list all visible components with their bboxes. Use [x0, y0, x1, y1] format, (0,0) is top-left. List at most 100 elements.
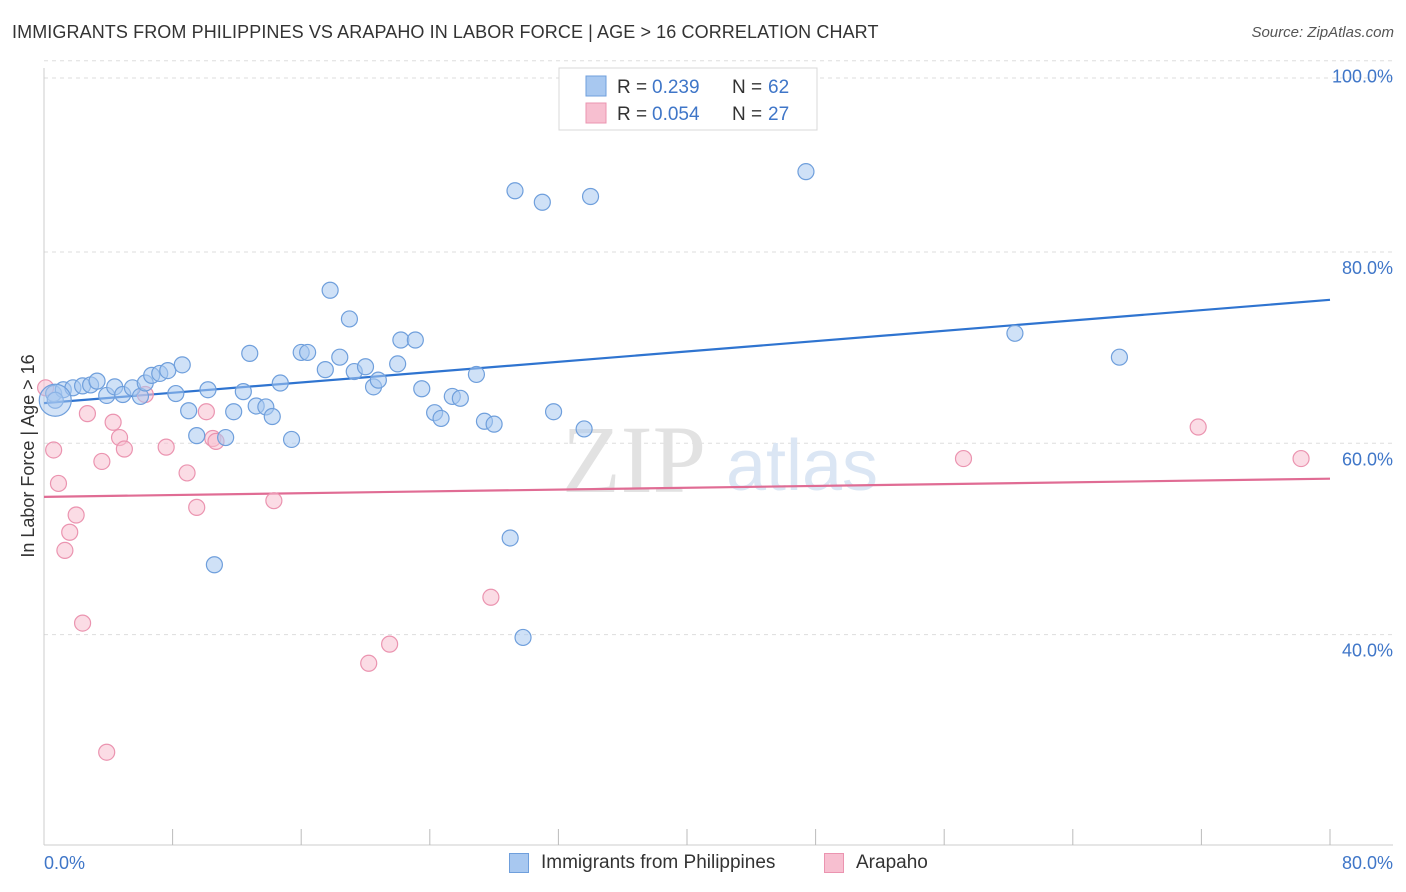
point-philippines — [451, 389, 469, 407]
point-arapaho — [265, 492, 283, 510]
point-arapaho — [360, 654, 378, 672]
legend-r-label-1: R = — [617, 77, 647, 98]
point-philippines — [234, 383, 252, 401]
point-arapaho — [67, 506, 85, 524]
point-arapaho — [482, 588, 500, 606]
point-philippines — [340, 310, 359, 328]
points-arapaho — [37, 379, 1310, 761]
x-tick-label-max: 80.0% — [1342, 853, 1393, 873]
point-philippines — [180, 402, 198, 420]
point-arapaho — [178, 464, 196, 482]
point-philippines — [501, 529, 519, 547]
point-arapaho — [157, 438, 175, 456]
point-philippines — [575, 420, 593, 438]
legend-item-philippines: Immigrants from Philippines — [509, 852, 775, 874]
point-arapaho — [61, 523, 79, 541]
point-philippines — [241, 344, 259, 362]
point-philippines — [205, 556, 223, 574]
y-tick-label: 100.0% — [1332, 67, 1393, 87]
bottom-legend: Immigrants from Philippines Arapaho — [0, 852, 1406, 878]
point-arapaho — [197, 403, 215, 421]
legend-swatch-arapaho — [824, 853, 844, 873]
point-philippines — [225, 403, 243, 421]
point-philippines — [406, 331, 424, 349]
point-philippines — [1110, 348, 1129, 366]
point-philippines — [173, 356, 191, 374]
point-arapaho — [49, 474, 68, 493]
point-arapaho — [1189, 418, 1207, 436]
point-philippines — [369, 371, 387, 389]
legend-item-arapaho: Arapaho — [824, 852, 928, 874]
point-philippines — [331, 348, 349, 366]
legend-n-label-2: N = — [732, 104, 762, 125]
point-arapaho — [115, 440, 133, 458]
point-arapaho — [93, 452, 111, 471]
point-arapaho — [98, 743, 116, 761]
trend-line-arapaho — [43, 477, 1331, 498]
point-arapaho — [381, 635, 399, 653]
point-philippines — [797, 163, 815, 181]
point-philippines — [282, 430, 301, 449]
x-axis — [43, 829, 1393, 846]
legend-r-value-1: 0.239 — [652, 77, 700, 98]
point-arapaho — [56, 541, 74, 560]
y-axis-label: In Labor Force | Age > 16 — [18, 354, 38, 557]
legend-swatch-pink — [585, 102, 607, 124]
point-philippines — [514, 628, 532, 647]
point-arapaho — [1292, 449, 1310, 468]
point-arapaho — [188, 498, 206, 516]
point-philippines — [217, 428, 235, 447]
point-philippines — [581, 187, 600, 206]
points-philippines — [38, 163, 1129, 647]
legend-n-label-1: N = — [732, 77, 762, 98]
legend-r-label-2: R = — [617, 104, 647, 125]
legend-box: R = 0.239 N = 62 R = 0.054 N = 27 — [558, 67, 818, 131]
point-philippines — [188, 427, 206, 445]
x-tick-label-min: 0.0% — [44, 853, 85, 873]
point-philippines — [321, 281, 339, 299]
source-label: Source: ZipAtlas.com — [1251, 24, 1394, 41]
legend-label-philippines: Immigrants from Philippines — [541, 852, 776, 873]
point-philippines — [432, 409, 450, 428]
y-tick-label: 80.0% — [1342, 258, 1393, 278]
trend-lines — [43, 298, 1331, 498]
point-philippines — [506, 182, 524, 200]
point-arapaho — [104, 413, 122, 431]
y-tick-labels: 40.0% 60.0% 80.0% 100.0% — [1332, 67, 1393, 661]
point-philippines — [533, 193, 551, 211]
chart-title: IMMIGRANTS FROM PHILIPPINES VS ARAPAHO I… — [12, 22, 879, 42]
legend-swatch-blue — [585, 75, 607, 97]
legend-label-arapaho: Arapaho — [856, 852, 928, 873]
legend-swatch-philippines — [509, 853, 529, 873]
legend-n-value-2: 27 — [768, 104, 789, 125]
y-tick-label: 40.0% — [1342, 641, 1393, 661]
point-philippines-large — [38, 383, 72, 417]
watermark-atlas: atlas — [726, 426, 878, 506]
point-philippines — [389, 355, 407, 373]
point-philippines — [392, 331, 410, 349]
trend-line-philippines — [43, 298, 1331, 405]
legend-r-value-2: 0.054 — [652, 104, 700, 125]
point-arapaho — [954, 449, 973, 468]
point-philippines — [316, 361, 334, 379]
legend-n-value-1: 62 — [768, 77, 789, 98]
point-philippines — [1006, 324, 1024, 342]
point-philippines — [159, 361, 177, 380]
point-philippines — [467, 365, 486, 384]
point-philippines — [271, 374, 289, 392]
point-arapaho — [45, 441, 63, 459]
watermark: ZIP atlas — [562, 406, 878, 513]
point-philippines — [263, 407, 281, 426]
point-philippines — [167, 384, 185, 403]
point-philippines — [199, 381, 217, 399]
point-philippines — [88, 372, 106, 390]
point-philippines — [485, 415, 503, 433]
point-arapaho — [73, 614, 92, 632]
point-arapaho — [78, 405, 97, 423]
y-tick-label: 60.0% — [1342, 449, 1393, 469]
point-philippines — [299, 343, 317, 362]
point-philippines — [356, 358, 375, 376]
point-philippines — [413, 380, 431, 398]
point-philippines — [544, 403, 563, 421]
